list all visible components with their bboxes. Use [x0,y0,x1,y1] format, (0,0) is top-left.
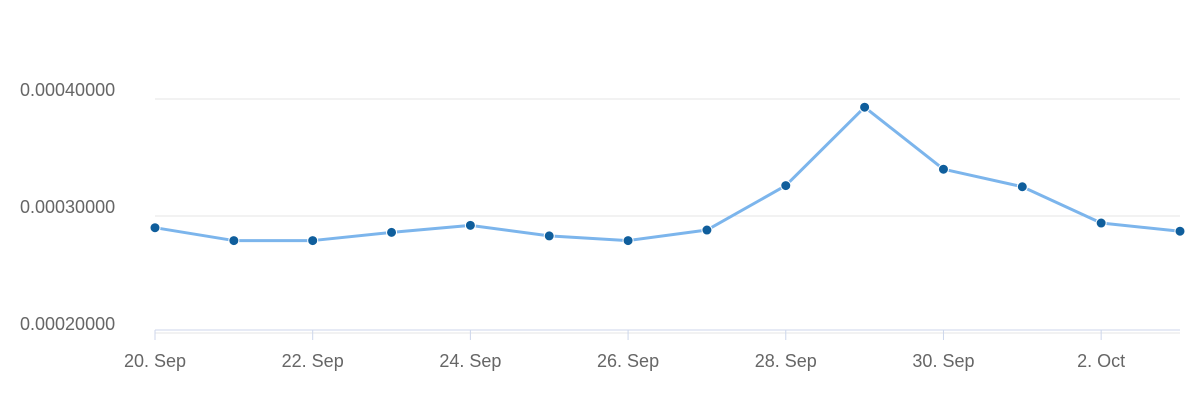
x-tick-label: 30. Sep [912,351,974,371]
data-point [307,235,319,247]
data-point [859,101,871,113]
data-point [1095,217,1107,229]
data-point [1174,225,1186,237]
data-point [780,180,792,192]
x-tick-label: 2. Oct [1077,351,1125,371]
data-point [149,222,161,234]
x-tick-label: 26. Sep [597,351,659,371]
data-point [937,163,949,175]
x-tick-label: 28. Sep [755,351,817,371]
data-point [622,235,634,247]
series-line [154,105,1181,243]
data-point [1016,181,1028,193]
data-point [464,219,476,231]
x-tick-label: 22. Sep [282,351,344,371]
x-tick-label: 24. Sep [439,351,501,371]
data-point [543,230,555,242]
data-point [701,224,713,236]
x-tick-label: 20. Sep [124,351,186,371]
y-tick-label: 0.00040000 [20,80,115,100]
y-tick-label: 0.00020000 [20,314,115,334]
data-point [386,226,398,238]
data-point [228,235,240,247]
y-tick-label: 0.00030000 [20,197,115,217]
